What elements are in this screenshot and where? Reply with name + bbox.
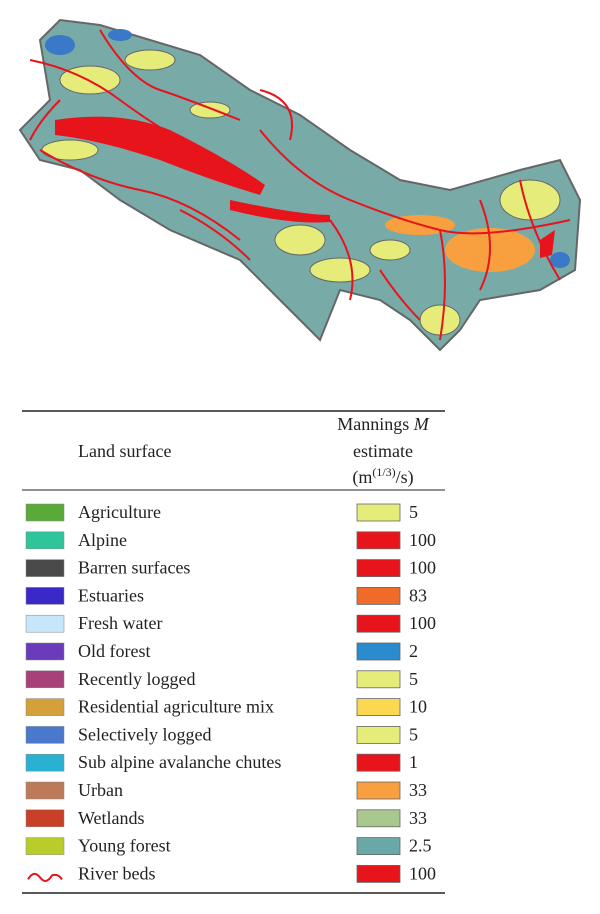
header-unit: (m(1/3)/s): [352, 465, 413, 488]
row-label: Barren surfaces: [78, 558, 190, 578]
row-value: 2.5: [409, 836, 432, 856]
swatch: [25, 642, 65, 661]
rivers: [29, 29, 571, 341]
row-value: 33: [409, 808, 427, 828]
row-value: 5: [409, 669, 418, 689]
row-value: 5: [409, 724, 418, 744]
row-value: 100: [409, 530, 436, 550]
swatch: [25, 837, 65, 855]
unit-base: (m: [352, 467, 372, 488]
row-label: Old forest: [78, 641, 150, 661]
row-value: 33: [409, 780, 427, 800]
swatch: [25, 726, 65, 744]
value-swatch: [356, 809, 401, 828]
swatch: [25, 531, 65, 550]
row-label: Urban: [78, 780, 123, 800]
river-icon: [27, 872, 63, 882]
value-swatch: [356, 837, 401, 855]
row-value: 100: [409, 863, 436, 883]
unit-exp: (1/3): [372, 465, 395, 479]
value-swatch: [356, 865, 401, 883]
value-swatch: [356, 614, 401, 633]
header-symbol: M: [413, 414, 430, 434]
value-swatch: [356, 726, 401, 744]
row-value: 1: [409, 752, 418, 772]
row-label: Young forest: [78, 836, 171, 856]
map: [18, 18, 582, 352]
swatch: [25, 670, 65, 689]
swatch: [25, 809, 65, 828]
swatch: [25, 753, 65, 772]
row-label: Fresh water: [78, 613, 162, 633]
row-value: 2: [409, 641, 418, 661]
row-label: Agriculture: [78, 502, 161, 522]
map-patches-blue: [45, 29, 570, 268]
row-value: 10: [409, 697, 427, 717]
header-text: Mannings: [337, 414, 409, 434]
value-swatch: [356, 642, 401, 661]
map-patches: [41, 49, 561, 336]
value-swatch: [356, 781, 401, 800]
row-label: Sub alpine avalanche chutes: [78, 752, 281, 772]
value-swatch: [356, 503, 401, 522]
row-label: Recently logged: [78, 669, 195, 689]
map-region: [18, 18, 582, 352]
header-land-surface: Land surface: [78, 441, 171, 461]
row-value: 5: [409, 502, 418, 522]
swatch: [25, 587, 65, 605]
value-swatch: [356, 587, 401, 605]
unit-rest: /s): [396, 467, 414, 488]
swatch: [25, 698, 65, 716]
swatch: [25, 614, 65, 633]
value-swatch: [356, 559, 401, 577]
row-label: Estuaries: [78, 585, 144, 605]
row-label: Residential agriculture mix: [78, 697, 274, 717]
row-label: Wetlands: [78, 808, 145, 828]
swatch: [25, 781, 65, 800]
swatch: [25, 503, 65, 522]
row-value: 100: [409, 558, 436, 578]
main-river: [55, 116, 555, 259]
value-swatch: [356, 753, 401, 772]
value-swatch: [356, 670, 401, 689]
value-swatch: [356, 531, 401, 550]
row-value: 100: [409, 613, 436, 633]
swatch: [25, 559, 65, 577]
header-title: Mannings M: [337, 414, 430, 434]
row-label: River beds: [78, 863, 155, 883]
value-swatch: [356, 698, 401, 716]
row-label: Selectively logged: [78, 724, 211, 744]
row-label: Alpine: [78, 530, 127, 550]
header-estimate: estimate: [353, 441, 413, 461]
row-value: 83: [409, 585, 427, 605]
